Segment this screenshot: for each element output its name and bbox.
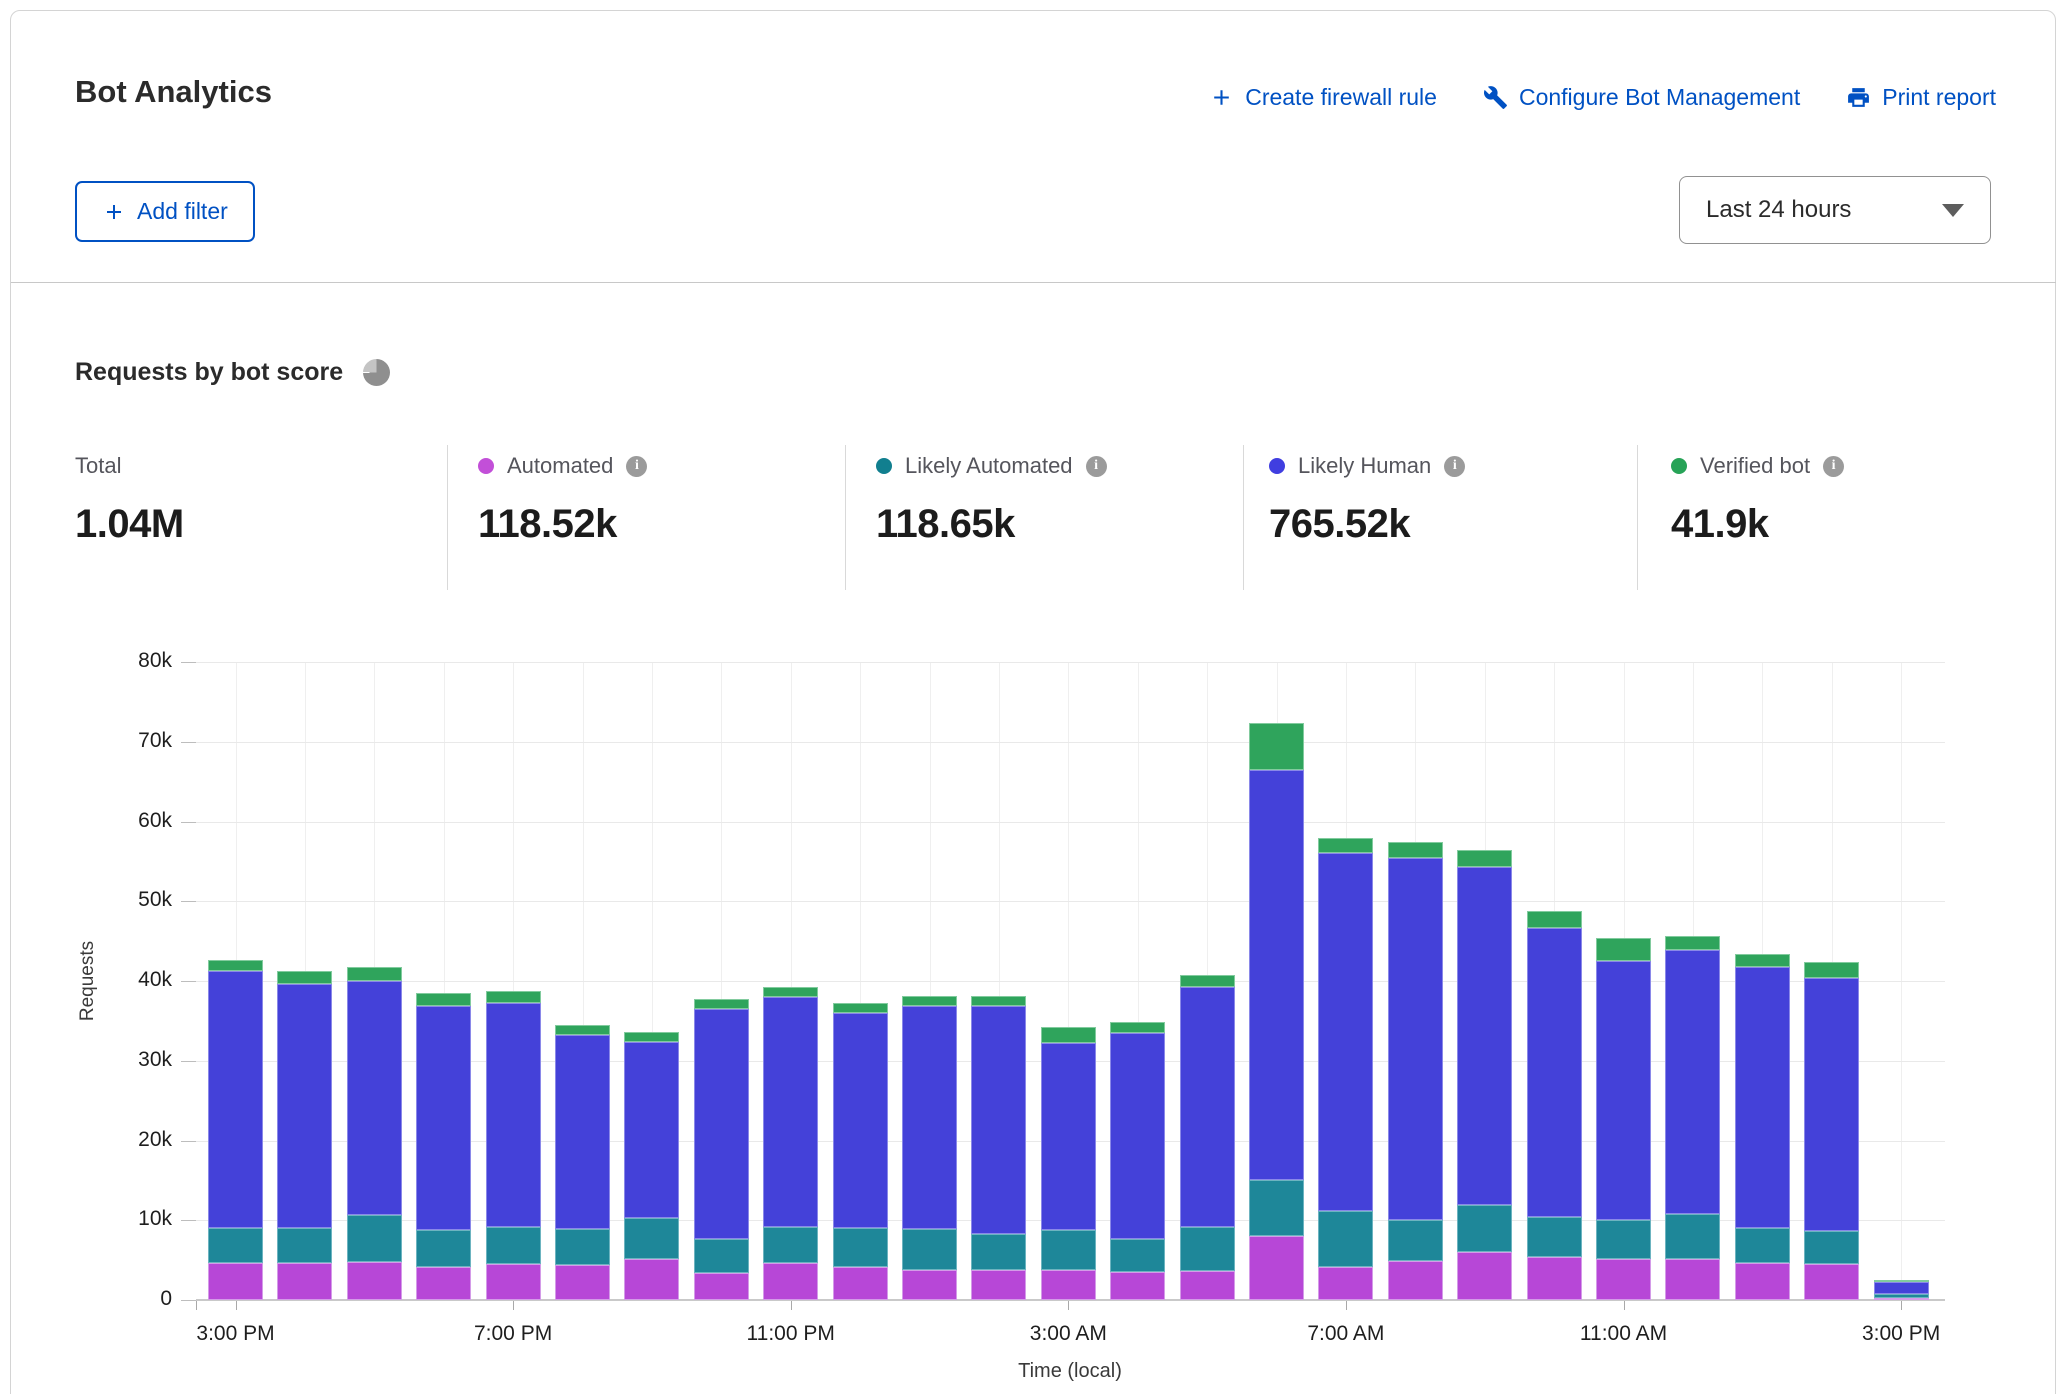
stat-divider xyxy=(1637,445,1638,590)
chevron-down-icon xyxy=(1942,204,1964,217)
configure-bot-management-link[interactable]: Configure Bot Management xyxy=(1483,84,1800,111)
stat-likely-automated-label: Likely Automated xyxy=(905,453,1073,479)
section-title: Requests by bot score xyxy=(75,358,343,387)
stat-verified-bot: Verified bot i 41.9k xyxy=(1671,452,1844,547)
stat-divider xyxy=(447,445,448,590)
verified-bot-dot xyxy=(1671,458,1687,474)
automated-dot xyxy=(478,458,494,474)
info-icon[interactable]: i xyxy=(626,456,647,477)
add-filter-label: Add filter xyxy=(137,198,228,225)
info-icon[interactable]: i xyxy=(1086,456,1107,477)
stat-automated: Automated i 118.52k xyxy=(478,452,647,547)
print-report-link[interactable]: Print report xyxy=(1846,84,1996,111)
info-icon[interactable]: i xyxy=(1823,456,1844,477)
stat-automated-label: Automated xyxy=(507,453,613,479)
stat-divider xyxy=(1243,445,1244,590)
stat-likely-human: Likely Human i 765.52k xyxy=(1269,452,1465,547)
pie-chart-icon xyxy=(363,359,390,386)
header-divider xyxy=(11,282,2056,283)
create-firewall-rule-label: Create firewall rule xyxy=(1245,84,1437,111)
stat-likely-human-value: 765.52k xyxy=(1269,502,1465,547)
stat-verified-bot-value: 41.9k xyxy=(1671,502,1844,547)
time-range-dropdown[interactable]: Last 24 hours xyxy=(1679,176,1991,244)
stat-likely-human-label: Likely Human xyxy=(1298,453,1431,479)
section-title-row: Requests by bot score xyxy=(75,358,390,387)
stat-total-label: Total xyxy=(75,453,121,479)
stat-automated-value: 118.52k xyxy=(478,502,647,547)
stat-verified-bot-label: Verified bot xyxy=(1700,453,1810,479)
info-icon[interactable]: i xyxy=(1444,456,1465,477)
print-report-label: Print report xyxy=(1882,84,1996,111)
wrench-icon xyxy=(1483,85,1508,110)
time-range-value: Last 24 hours xyxy=(1706,196,1851,224)
add-filter-button[interactable]: Add filter xyxy=(75,181,255,242)
stat-likely-automated: Likely Automated i 118.65k xyxy=(876,452,1107,547)
create-firewall-rule-link[interactable]: Create firewall rule xyxy=(1209,84,1437,111)
configure-bot-management-label: Configure Bot Management xyxy=(1519,84,1800,111)
likely-human-dot xyxy=(1269,458,1285,474)
stat-total: Total 1.04M xyxy=(75,452,184,547)
stat-likely-automated-value: 118.65k xyxy=(876,502,1107,547)
plus-icon xyxy=(102,200,126,224)
likely-automated-dot xyxy=(876,458,892,474)
stat-divider xyxy=(845,445,846,590)
header-actions: Create firewall rule Configure Bot Manag… xyxy=(1209,84,1996,111)
plus-icon xyxy=(1209,85,1234,110)
printer-icon xyxy=(1846,85,1871,110)
stat-total-value: 1.04M xyxy=(75,502,184,547)
page-title: Bot Analytics xyxy=(75,74,272,110)
